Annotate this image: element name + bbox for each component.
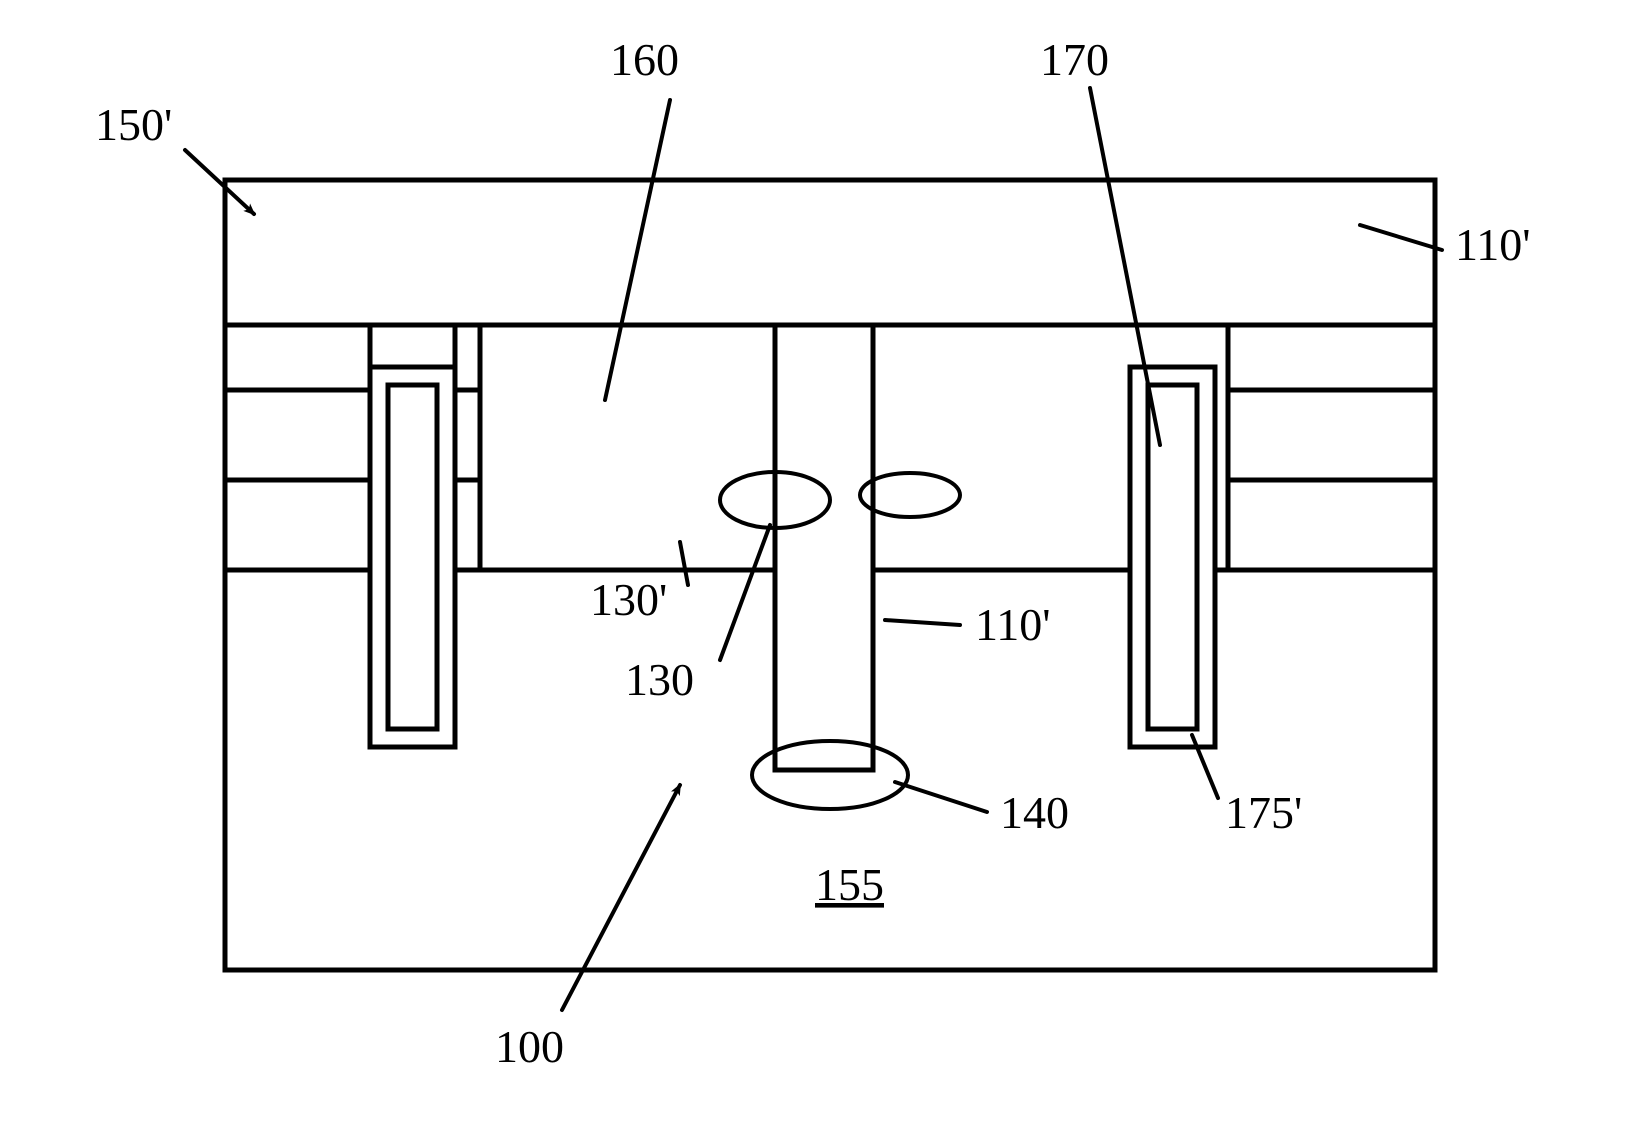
- label-l130: 130: [625, 654, 694, 705]
- label-l150p: 150': [95, 99, 172, 150]
- label-l160: 160: [610, 34, 679, 85]
- label-l110p_top: 110': [1455, 219, 1531, 270]
- label-l130p: 130': [590, 574, 667, 625]
- label-l140: 140: [1000, 787, 1069, 838]
- label-l110p_mid: 110': [975, 599, 1051, 650]
- label-l155: 155: [815, 859, 884, 910]
- label-l175p: 175': [1225, 787, 1302, 838]
- geometry-layer: [225, 180, 1435, 970]
- patent-figure: 150' 160 170 110' 130' 130 110' 140 175' 155 100: [0, 0, 1628, 1122]
- label-l100: 100: [495, 1021, 564, 1072]
- label-l170: 170: [1040, 34, 1109, 85]
